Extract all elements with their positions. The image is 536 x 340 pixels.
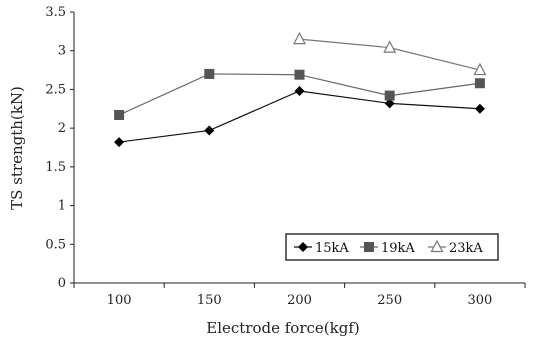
legend-box (285, 233, 499, 261)
legend-label-19kA: 19kA (381, 241, 415, 256)
y-tick-label: 2.5 (45, 82, 66, 97)
series-group (114, 31, 487, 148)
x-tick-label: 200 (287, 293, 312, 308)
y-tick-label: 1 (58, 199, 66, 214)
legend: 15kA 19kA 23kA (285, 233, 499, 261)
y-tick-label: 1.5 (45, 160, 66, 175)
series-line-15kA (119, 90, 480, 143)
data-point-15kA (384, 98, 395, 109)
y-tick-label: 0.5 (45, 237, 66, 252)
series-15kA (114, 85, 485, 148)
y-tick-label: 3.5 (45, 5, 66, 20)
legend-label-15kA: 15kA (315, 241, 349, 256)
series-23kA (293, 31, 487, 76)
axes (73, 12, 525, 284)
x-ticks: 100 150 200 250 300 (73, 283, 526, 308)
data-point-15kA (204, 125, 215, 136)
legend-label-23kA: 23kA (449, 241, 483, 256)
data-point-19kA (474, 78, 485, 89)
series-19kA (114, 68, 485, 120)
x-axis-title: Electrode force(kgf) (206, 319, 359, 337)
x-tick-label: 250 (377, 293, 402, 308)
legend-marker-19kA (364, 242, 374, 252)
legend-marker-15kA (298, 242, 308, 252)
data-point-15kA (474, 103, 485, 114)
data-point-23kA (383, 40, 397, 53)
data-point-19kA (294, 69, 305, 80)
y-tick-label: 0 (58, 276, 66, 291)
data-point-19kA (114, 109, 125, 120)
data-point-23kA (293, 31, 306, 45)
legend-marker-23kA (430, 239, 444, 253)
data-point-23kA (473, 62, 487, 76)
data-point-15kA (114, 137, 125, 148)
y-tick-label: 2 (58, 121, 66, 136)
data-point-19kA (384, 90, 395, 101)
y-axis-title: TS strength(kN) (8, 86, 26, 210)
x-tick-label: 150 (197, 293, 222, 308)
y-ticks: 0 0.5 1 1.5 2 2.5 3 3.5 (45, 5, 74, 291)
data-point-15kA (294, 85, 305, 96)
data-point-19kA (204, 68, 215, 79)
y-tick-label: 3 (58, 44, 66, 59)
x-tick-label: 300 (467, 293, 492, 308)
x-tick-label: 100 (107, 293, 132, 308)
